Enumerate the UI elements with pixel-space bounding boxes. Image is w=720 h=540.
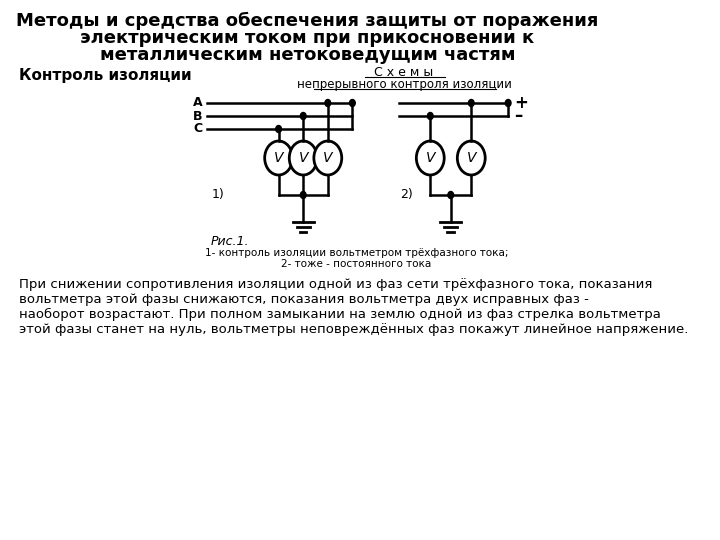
Circle shape (276, 125, 282, 132)
Circle shape (325, 99, 330, 106)
Text: +: + (514, 94, 528, 112)
Text: Контроль изоляции: Контроль изоляции (19, 68, 192, 83)
Text: V: V (323, 151, 333, 165)
Text: 2): 2) (400, 188, 413, 201)
Text: 1- контроль изоляции вольтметром трёхфазного тока;: 1- контроль изоляции вольтметром трёхфаз… (204, 248, 508, 258)
Circle shape (469, 99, 474, 106)
Circle shape (428, 112, 433, 119)
Text: V: V (467, 151, 476, 165)
Text: B: B (193, 110, 202, 123)
Text: непрерывного контроля изоляции: непрерывного контроля изоляции (297, 78, 511, 91)
Text: V: V (274, 151, 284, 165)
Circle shape (505, 99, 511, 106)
Text: При снижении сопротивления изоляции одной из фаз сети трёхфазного тока, показани: При снижении сопротивления изоляции одно… (19, 278, 688, 336)
Text: V: V (426, 151, 435, 165)
Text: С х е м ы: С х е м ы (374, 66, 433, 79)
Circle shape (300, 112, 306, 119)
Circle shape (448, 192, 454, 199)
Text: металлическим нетоковедущим частям: металлическим нетоковедущим частям (99, 46, 515, 64)
Text: C: C (193, 123, 202, 136)
Circle shape (314, 141, 342, 175)
Circle shape (300, 192, 306, 199)
Circle shape (349, 99, 355, 106)
Text: электрическим током при прикосновении к: электрическим током при прикосновении к (80, 29, 534, 47)
Text: A: A (193, 97, 202, 110)
Text: 2- тоже - постоянного тока: 2- тоже - постоянного тока (282, 259, 431, 269)
Circle shape (457, 141, 485, 175)
Text: V: V (299, 151, 308, 165)
Circle shape (416, 141, 444, 175)
Text: –: – (514, 107, 522, 125)
Circle shape (265, 141, 292, 175)
Circle shape (289, 141, 317, 175)
Text: Методы и средства обеспечения защиты от поражения: Методы и средства обеспечения защиты от … (16, 12, 598, 30)
Text: Рис.1.: Рис.1. (210, 235, 249, 248)
Text: 1): 1) (212, 188, 224, 201)
